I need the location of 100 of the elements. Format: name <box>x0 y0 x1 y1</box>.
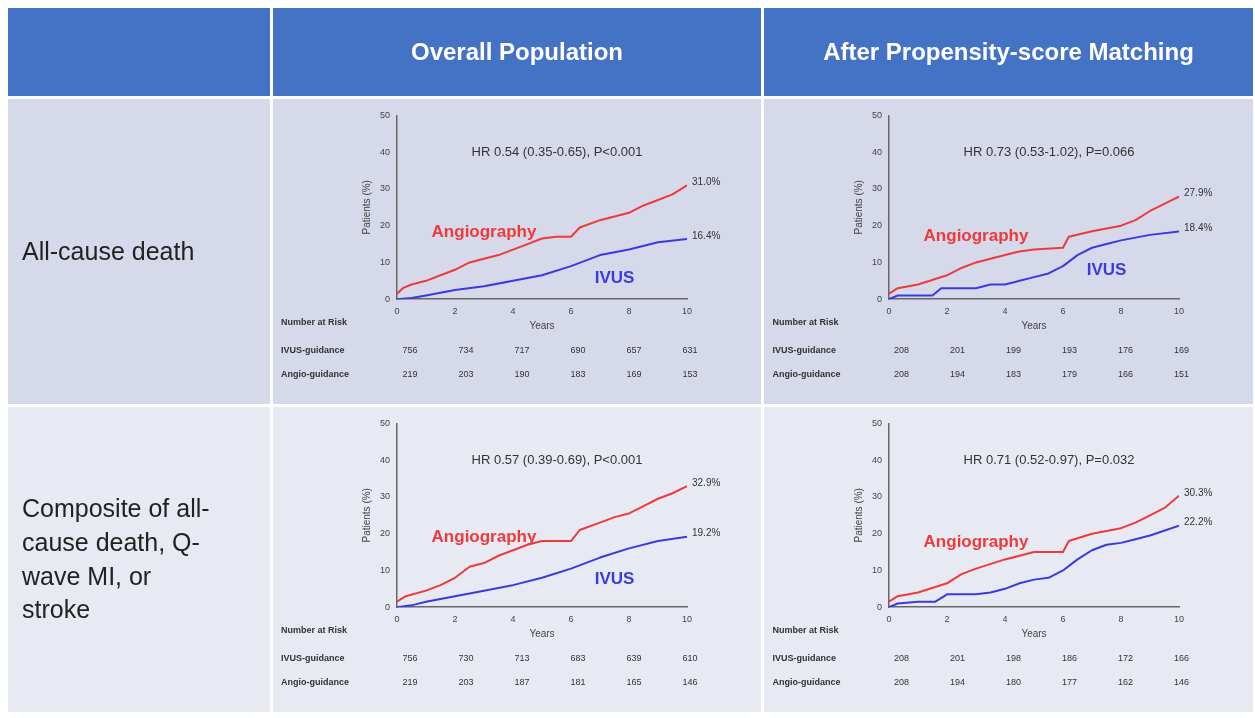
x-tick-label: 10 <box>681 614 693 625</box>
text: 151 <box>1173 368 1190 381</box>
text: 683 <box>569 652 587 665</box>
x-tick-label: 0 <box>394 306 400 317</box>
x-tick-label: 2 <box>944 614 950 625</box>
y-tick-label: 20 <box>871 528 882 539</box>
text: 208 <box>893 676 910 689</box>
x-tick-label: 6 <box>568 614 574 625</box>
text: 162 <box>1117 676 1134 689</box>
text: IVUS-guidance <box>280 344 346 357</box>
y-tick-label: 30 <box>380 183 391 194</box>
data-label: 22.2% <box>1183 516 1212 528</box>
annotation: HR 0.73 (0.53-1.02), P=0.066 <box>963 143 1134 159</box>
y-axis-title: Patients (%) <box>852 488 864 543</box>
x-axis-title: Years <box>1020 319 1047 331</box>
series-label: IVUS <box>594 268 635 288</box>
text: 639 <box>625 652 643 665</box>
text: 194 <box>949 368 966 381</box>
text: IVUS-guidance <box>771 344 837 357</box>
text: Overall Population <box>273 8 761 96</box>
y-tick-label: 30 <box>871 491 882 502</box>
text: 181 <box>569 676 587 689</box>
data-label: 30.3% <box>1183 486 1212 498</box>
text: Number at Risk <box>772 317 839 327</box>
y-tick-label: 10 <box>380 564 391 575</box>
data-label: 18.4% <box>1183 222 1212 234</box>
text: 208 <box>893 652 910 665</box>
text: 203 <box>457 676 475 689</box>
data-label: 32.9% <box>692 477 721 489</box>
annotation: HR 0.54 (0.35-0.65), P<0.001 <box>471 143 643 159</box>
text: 198 <box>1005 652 1022 665</box>
y-tick-label: 40 <box>871 454 882 465</box>
text: 183 <box>569 368 587 381</box>
text: 169 <box>625 368 643 381</box>
x-tick-label: 6 <box>1060 614 1066 625</box>
text: 690 <box>569 344 587 357</box>
y-tick-label: 20 <box>380 528 391 539</box>
y-tick-label: 10 <box>871 564 882 575</box>
text: 219 <box>401 676 419 689</box>
text: 165 <box>625 676 643 689</box>
text: Number at Risk <box>281 625 348 635</box>
x-tick-label: 4 <box>1002 614 1008 625</box>
y-tick-label: 50 <box>380 109 391 120</box>
y-tick-label: 20 <box>380 220 391 231</box>
text: 166 <box>1173 652 1190 665</box>
x-tick-label: 0 <box>886 306 892 317</box>
x-tick-label: 4 <box>1002 306 1008 317</box>
text: 717 <box>513 344 531 357</box>
text: 713 <box>513 652 531 665</box>
annotation: HR 0.57 (0.39-0.69), P<0.001 <box>471 451 643 467</box>
text: 631 <box>681 344 699 357</box>
x-tick-label: 10 <box>1173 306 1184 317</box>
x-tick-label: 8 <box>1117 614 1124 625</box>
text: 201 <box>949 344 966 357</box>
text: 146 <box>681 676 699 689</box>
text: 201 <box>949 652 966 665</box>
y-tick-label: 10 <box>380 256 391 267</box>
y-tick-label: 30 <box>871 183 882 194</box>
text: 186 <box>1061 652 1078 665</box>
text: IVUS-guidance <box>771 652 837 665</box>
x-tick-label: 4 <box>510 306 516 317</box>
text: 177 <box>1061 676 1078 689</box>
series-label: Angiography <box>431 222 537 242</box>
data-label: 31.0% <box>692 175 721 187</box>
text: 180 <box>1005 676 1022 689</box>
y-tick-label: 10 <box>871 256 882 267</box>
text: Angio-guidance <box>771 676 842 689</box>
series-label: IVUS <box>594 568 635 588</box>
x-tick-label: 2 <box>452 306 458 317</box>
series-label: Angiography <box>431 526 537 546</box>
x-tick-label: 10 <box>1173 614 1184 625</box>
series-label: Angiography <box>923 532 1029 552</box>
text: 730 <box>457 652 475 665</box>
annotation: HR 0.71 (0.52-0.97), P=0.032 <box>963 451 1134 467</box>
text: 208 <box>893 344 910 357</box>
series-label: Angiography <box>923 226 1029 246</box>
y-tick-label: 0 <box>385 293 391 304</box>
x-axis-title: Years <box>1020 627 1047 639</box>
x-tick-label: 6 <box>1060 306 1066 317</box>
data-label: 16.4% <box>692 229 721 241</box>
text: 187 <box>513 676 531 689</box>
text: Angio-guidance <box>280 676 350 689</box>
text: 657 <box>625 344 643 357</box>
y-tick-label: 0 <box>876 601 882 612</box>
x-tick-label: 8 <box>1117 306 1124 317</box>
x-tick-label: 2 <box>452 614 458 625</box>
y-tick-label: 40 <box>871 146 882 157</box>
text: 179 <box>1061 368 1078 381</box>
y-tick-label: 0 <box>385 601 391 612</box>
y-axis-title: Patients (%) <box>360 488 372 543</box>
x-tick-label: 2 <box>944 306 950 317</box>
text: Number at Risk <box>772 625 839 635</box>
series-label: IVUS <box>1086 259 1126 279</box>
text: 183 <box>1005 368 1022 381</box>
y-tick-label: 40 <box>380 146 391 157</box>
x-tick-label: 10 <box>681 306 693 317</box>
text: 194 <box>949 676 966 689</box>
y-tick-label: 50 <box>871 417 882 428</box>
x-axis-title: Years <box>529 319 555 331</box>
data-label: 27.9% <box>1183 187 1212 199</box>
